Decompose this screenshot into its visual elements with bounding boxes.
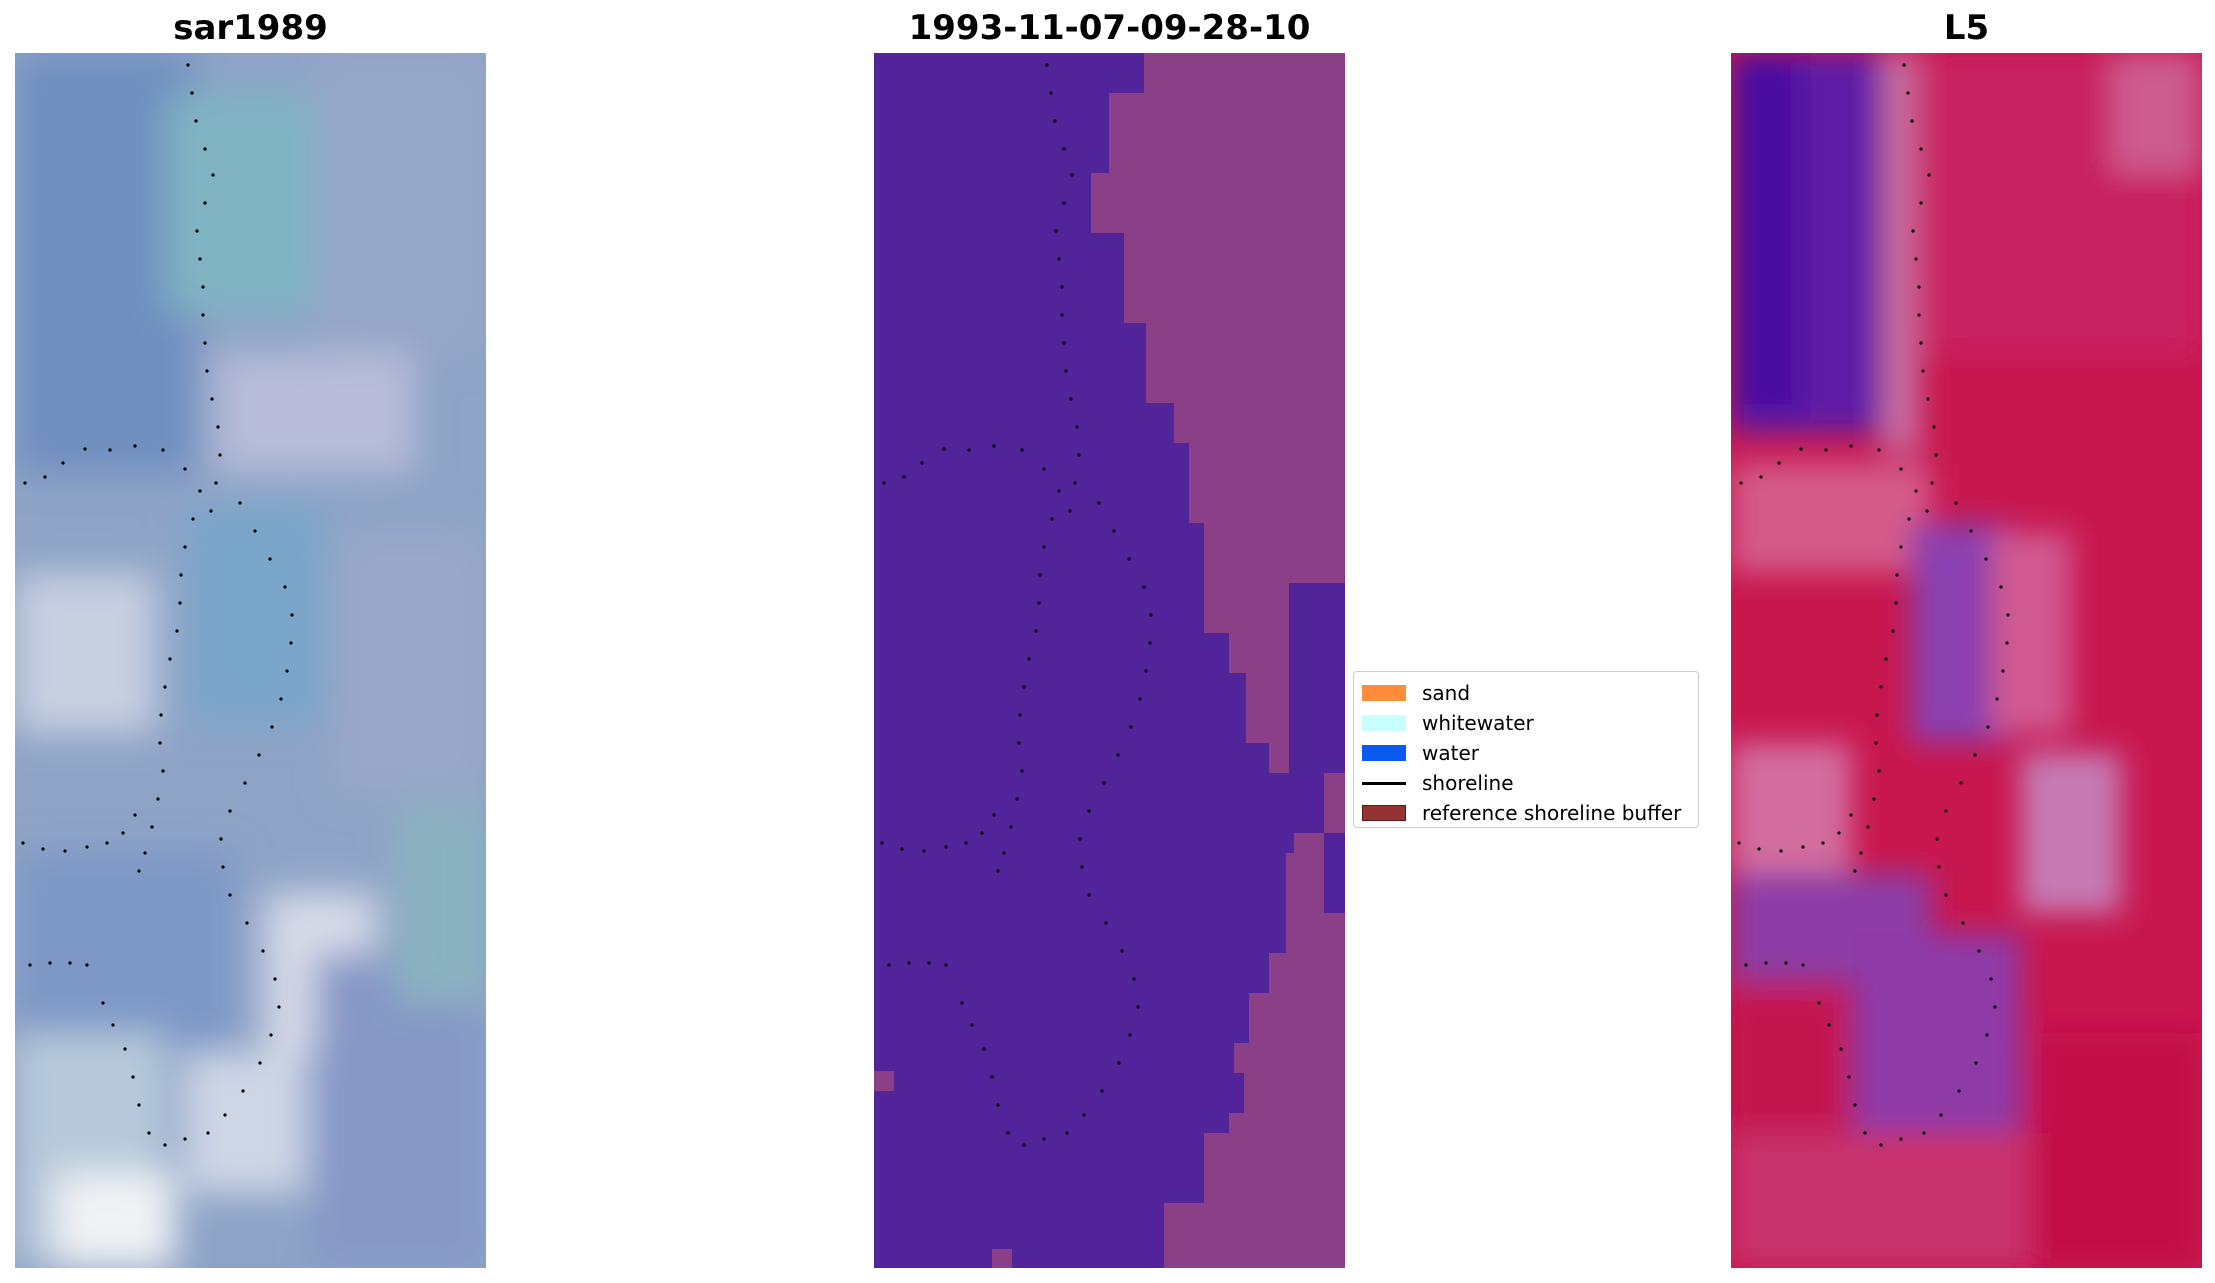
index-image <box>1731 53 2202 1268</box>
legend-label-reference-buffer: reference shoreline buffer <box>1422 801 1682 825</box>
left-panel-title: sar1989 <box>173 8 328 48</box>
sar-image <box>15 53 486 1268</box>
middle-panel-title: 1993-11-07-09-28-10 <box>908 8 1311 48</box>
shoreline-line-swatch <box>1362 781 1406 785</box>
shoreline-dots-left <box>21 63 294 1147</box>
index-image-panel <box>1731 53 2202 1268</box>
legend-item-sand: sand <box>1362 678 1690 708</box>
legend: sand whitewater water shoreline referenc… <box>1353 671 1699 828</box>
shoreline-dots-mid <box>880 63 1153 1147</box>
right-panel-title: L5 <box>1943 8 1990 48</box>
land-region <box>1091 53 1345 1268</box>
classification-image <box>874 53 1345 1268</box>
legend-label-sand: sand <box>1422 681 1471 705</box>
legend-item-shoreline: shoreline <box>1362 768 1690 798</box>
legend-label-shoreline: shoreline <box>1422 771 1514 795</box>
water-swatch <box>1362 745 1406 761</box>
legend-item-water: water <box>1362 738 1690 768</box>
legend-label-whitewater: whitewater <box>1422 711 1534 735</box>
shoreline-dots-right <box>1737 63 2010 1147</box>
legend-item-reference-buffer: reference shoreline buffer <box>1362 798 1690 828</box>
reference-buffer-swatch <box>1362 805 1406 821</box>
sand-swatch <box>1362 685 1406 701</box>
classification-panel <box>874 53 1345 1268</box>
sar-image-panel <box>15 53 486 1268</box>
legend-item-whitewater: whitewater <box>1362 708 1690 738</box>
whitewater-swatch <box>1362 715 1406 731</box>
legend-label-water: water <box>1422 741 1479 765</box>
